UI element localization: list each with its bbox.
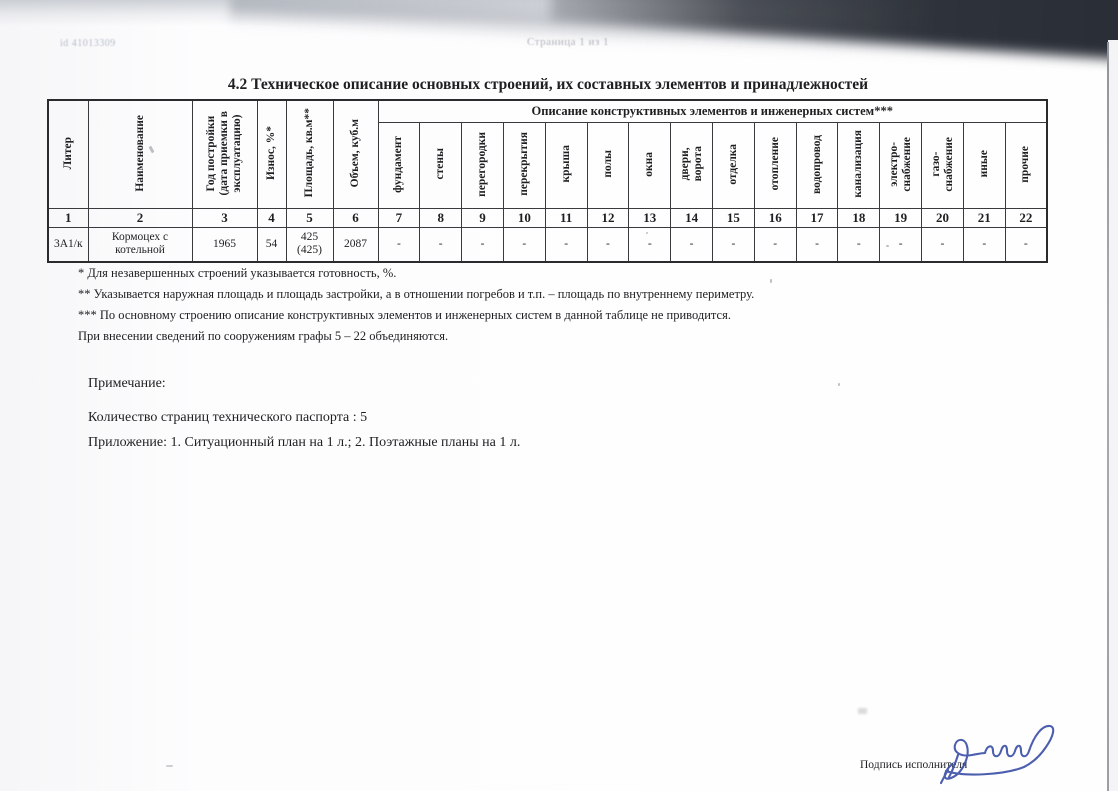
column-header-rotated: Износ, %*	[256, 99, 287, 209]
column-number: 15	[712, 208, 755, 228]
column-number: 6	[332, 208, 379, 228]
note-heading: Примечание:	[88, 376, 166, 391]
column-header-rotated: окна	[628, 122, 672, 209]
column-number: 22	[1004, 208, 1048, 228]
table-cell: -	[1004, 227, 1048, 262]
table-cell: 2087	[332, 227, 379, 262]
table-cell: -	[544, 227, 588, 262]
column-number: 2	[87, 208, 193, 228]
column-header-rotated: водопровод	[795, 122, 839, 209]
table-cell: -	[670, 227, 713, 262]
column-number: 21	[962, 208, 1006, 228]
scan-page-edge-line	[1107, 42, 1109, 791]
note-pages-count: Количество страниц технического паспорта…	[88, 410, 368, 425]
table-cell: -	[879, 227, 923, 262]
table-cell: -	[377, 227, 421, 262]
table-cell: -	[712, 227, 755, 262]
footnotes: * Для незавершенных строений указывается…	[78, 263, 754, 347]
column-number: 20	[921, 208, 964, 228]
column-number: 3	[191, 208, 258, 228]
table-cell: -	[962, 227, 1006, 262]
table-cell: 3А1/к	[47, 227, 89, 262]
table-header-row-main: Литер Наименование Год постройки (дата при…	[47, 99, 1048, 209]
table-cell: 54	[256, 227, 287, 262]
column-number: 10	[502, 208, 546, 228]
table-cell: -	[753, 227, 797, 262]
handwritten-signature	[939, 724, 1055, 785]
column-number: 12	[586, 208, 630, 228]
column-number: 18	[837, 208, 881, 228]
scan-id-text: id 41013309	[60, 38, 116, 49]
table-cell: -	[921, 227, 964, 262]
footnote-line: При внесении сведений по сооружениям гра…	[78, 329, 449, 343]
column-number: 1	[47, 208, 89, 228]
column-header-rotated: электро- снабжение	[879, 122, 923, 209]
group-header: Описание конструктивных элементов и инже…	[377, 99, 1048, 123]
note-attachments: Приложение: 1. Ситуационный план на 1 л.…	[88, 435, 521, 450]
column-header-rotated: иные	[962, 122, 1006, 209]
signature-label: Подпись исполнителя	[860, 759, 968, 771]
technical-description-table: Литер Наименование Год постройки (дата при…	[47, 99, 1048, 263]
column-header-rotated: перекрытия	[502, 122, 546, 209]
table-column-number-row: 1 2 3 4 5 6 7 8 9 10 11 12 13 14 15 16 17 18 19 20 21 22	[47, 208, 1048, 228]
column-number: 4	[256, 208, 287, 228]
column-header-rotated: фундамент	[377, 122, 421, 209]
table-cell: -	[586, 227, 630, 262]
column-header-rotated: полы	[586, 122, 630, 209]
column-header-rotated: стены	[419, 122, 463, 209]
column-header-rotated: Наименование	[87, 99, 193, 209]
table-header-row-desc: фундамент стены перегородки перекрытия крыша…	[48, 122, 1048, 209]
table-cell: -	[628, 227, 672, 262]
table-cell: -	[461, 227, 504, 262]
scan-speck	[858, 708, 867, 714]
column-header-rotated: Литер	[47, 99, 89, 209]
table-cell: Кормоцех с котельной	[87, 227, 193, 262]
table-cell: -	[502, 227, 546, 262]
column-header-rotated: перегородки	[461, 122, 504, 209]
column-number: 7	[377, 208, 421, 228]
table-cell: -	[795, 227, 839, 262]
footnote-line: ** Указывается наружная площадь и площад…	[78, 287, 755, 301]
column-header-rotated: крыша	[544, 122, 588, 209]
column-header-rotated: отделка	[712, 122, 755, 209]
column-number: 19	[879, 208, 923, 228]
column-header-rotated: Площадь, кв.м**	[285, 99, 334, 209]
scan-speck	[838, 383, 840, 386]
column-header-rotated: Год постройки (дата приемки в эксплуатац…	[191, 99, 258, 209]
footnote-line: * Для незавершенных строений указывается…	[78, 266, 397, 280]
column-number: 16	[753, 208, 797, 228]
column-number: 9	[461, 208, 504, 228]
table-cell: -	[837, 227, 881, 262]
table-cell: -	[419, 227, 463, 262]
scan-speck	[770, 279, 772, 283]
table-cell: 1965	[191, 227, 258, 262]
table-cell: 425 (425)	[285, 227, 334, 262]
column-header-rotated: канализация	[837, 122, 881, 209]
page-indicator: Страница 1 из 1	[527, 36, 610, 48]
table-data-row: 3А1/к Кормоцех с котельной 1965 54 425 (425)…	[47, 227, 1048, 262]
column-number: 5	[285, 208, 334, 228]
column-header-rotated: отопление	[753, 122, 797, 209]
column-number: 11	[544, 208, 588, 228]
column-number: 14	[670, 208, 713, 228]
column-header-rotated: Объем, куб.м	[332, 99, 379, 209]
section-title: 4.2 Техническое описание основных строен…	[227, 76, 869, 93]
footnote-line: *** По основному строению описание конст…	[78, 308, 731, 322]
scan-speck	[166, 765, 173, 767]
column-number: 17	[795, 208, 839, 228]
column-number: 13	[628, 208, 672, 228]
column-header-rotated: двери, ворота	[670, 122, 713, 209]
scan-page-edge-area	[1108, 40, 1118, 791]
column-number: 8	[419, 208, 463, 228]
column-header-rotated: газо- снабжение	[921, 122, 964, 209]
column-header-rotated: прочие	[1004, 122, 1048, 209]
